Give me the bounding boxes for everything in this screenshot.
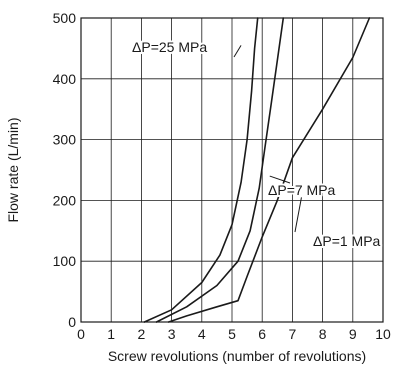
y-tick-label: 0 bbox=[68, 314, 76, 330]
annotation-label: ΔP=1 MPa bbox=[313, 233, 381, 249]
x-tick-label: 9 bbox=[349, 326, 357, 342]
annotation-leader-line bbox=[294, 197, 302, 233]
x-tick-label: 8 bbox=[319, 326, 327, 342]
annotation-label-halo: ΔP=25 MPa bbox=[132, 39, 207, 55]
annotation-label: ΔP=25 MPa bbox=[132, 39, 207, 55]
y-tick-label: 500 bbox=[53, 10, 77, 26]
annotation-label: ΔP=7 MPa bbox=[268, 182, 336, 198]
x-axis-label: Screw revolutions (number of revolutions… bbox=[108, 348, 366, 364]
x-tick-label: 0 bbox=[77, 326, 85, 342]
x-tick-label: 3 bbox=[168, 326, 176, 342]
series-line-2 bbox=[155, 17, 285, 323]
annotation-label-halo: ΔP=7 MPa bbox=[268, 182, 336, 198]
x-tick-label: 4 bbox=[198, 326, 206, 342]
y-tick-label: 100 bbox=[53, 253, 77, 269]
x-tick-label: 2 bbox=[138, 326, 146, 342]
x-tick-label: 5 bbox=[228, 326, 236, 342]
y-tick-label: 200 bbox=[53, 192, 77, 208]
grid-lines bbox=[81, 18, 383, 322]
plot-frame bbox=[80, 17, 384, 323]
x-tick-label: 10 bbox=[375, 326, 391, 342]
x-tick-label: 1 bbox=[107, 326, 115, 342]
annotation-leader-line bbox=[233, 45, 242, 58]
annotation-label-halo: ΔP=1 MPa bbox=[313, 233, 381, 249]
annotation-leader-line bbox=[269, 175, 291, 184]
x-tick-label: 6 bbox=[258, 326, 266, 342]
series-line-1 bbox=[143, 17, 259, 323]
y-tick-label: 400 bbox=[53, 71, 77, 87]
y-tick-label: 300 bbox=[53, 132, 77, 148]
x-tick-label: 7 bbox=[289, 326, 297, 342]
series-lines bbox=[143, 17, 371, 323]
y-tick-labels: 0 100 200 300 400 500 bbox=[53, 10, 77, 330]
y-axis-label: Flow rate (L/min) bbox=[5, 117, 21, 222]
series-line-3 bbox=[167, 17, 371, 323]
x-tick-labels: 0 1 2 3 4 5 6 7 8 9 10 bbox=[77, 326, 391, 342]
